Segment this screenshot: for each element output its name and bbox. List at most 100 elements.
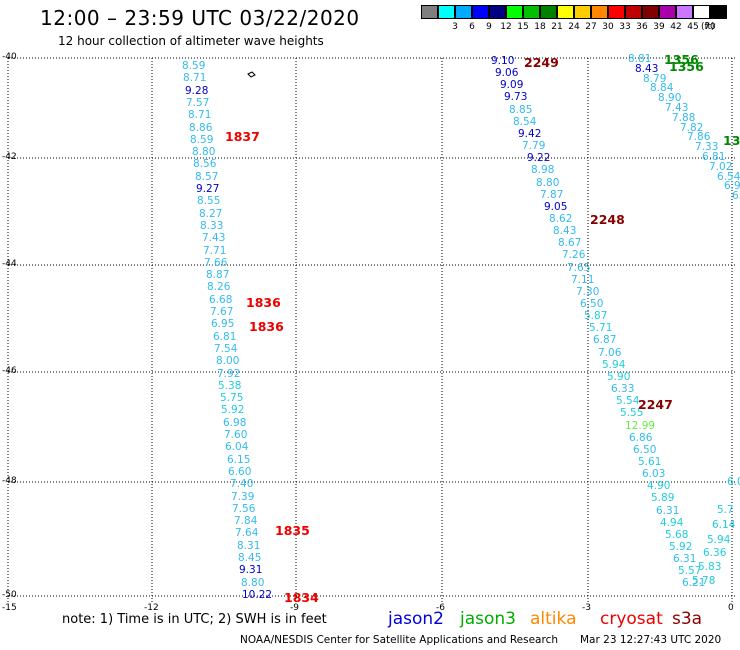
track-d-swh-value: 5.7 — [717, 504, 734, 516]
track-a-swh-value: 7.84 — [234, 515, 258, 527]
track-a-swh-value: 9.27 — [196, 183, 220, 195]
colorbar-tick-label: 30 — [602, 22, 614, 32]
track-c-swh-value: 7.88 — [672, 112, 696, 124]
track-b-swh-value: 6.50 — [580, 298, 604, 310]
track-b-swh-value: 5.89 — [651, 492, 675, 504]
lon-label: -12 — [144, 603, 159, 613]
track-b-swh-value: 6.50 — [633, 444, 657, 456]
track-c-swh-value: 7.82 — [680, 122, 704, 134]
track-b-swh-value: 8.62 — [549, 213, 573, 225]
track-a-time-label: 1834 — [284, 590, 319, 605]
track-a-swh-value: 8.26 — [207, 281, 231, 293]
legend-jason3: jason3 — [460, 609, 516, 629]
track-a-swh-value: 6.81 — [213, 331, 237, 343]
track-b-swh-value: 6.21 — [682, 577, 706, 589]
lat-label: -40 — [2, 52, 17, 62]
track-a-swh-value: 7.71 — [203, 245, 227, 257]
track-b-swh-value: 12.99 — [625, 420, 656, 432]
colorbar-tick-label: 27 — [585, 22, 597, 32]
track-a-swh-value: 8.59 — [190, 134, 214, 146]
colorbar-tick-label: 39 — [653, 22, 665, 32]
track-b-swh-value: 4.94 — [660, 517, 684, 529]
track-c-swh-value: 6.81 — [702, 151, 726, 163]
lat-label: -46 — [2, 366, 17, 376]
colorbar-swatch — [625, 5, 642, 19]
colorbar-units: (ft) — [701, 22, 715, 32]
track-a-swh-value: 7.66 — [204, 257, 228, 269]
track-a-swh-value: 9.31 — [239, 564, 263, 576]
track-a-swh-value: 8.33 — [200, 220, 224, 232]
footer-note: note: 1) Time is in UTC; 2) SWH is in fe… — [62, 612, 327, 627]
track-a-swh-value: 7.56 — [232, 503, 256, 515]
timestamp: Mar 23 12:27:43 UTC 2020 — [580, 634, 722, 646]
track-a-swh-value: 5.75 — [220, 392, 244, 404]
colorbar-tick-label: 70 — [704, 22, 716, 32]
colorbar-swatch — [523, 5, 540, 19]
lon-label: -3 — [582, 603, 591, 613]
track-a-swh-value: 6.68 — [209, 294, 233, 306]
map-title: 12:00 – 23:59 UTC 03/22/2020 — [40, 6, 360, 30]
track-b-swh-value: 4.90 — [647, 480, 671, 492]
track-b-swh-value: 7.65 — [567, 262, 591, 274]
colorbar-tick-label: 21 — [551, 22, 563, 32]
track-b-swh-value: 7.11 — [571, 274, 595, 286]
track-a-swh-value: 7.40 — [230, 478, 254, 490]
track-c-swh-value: 7.02 — [709, 161, 733, 173]
lat-label: -44 — [2, 259, 17, 269]
track-a-swh-value: 7.60 — [224, 429, 248, 441]
track-a-swh-value: 7.92 — [217, 368, 241, 380]
lat-label: -50 — [2, 590, 17, 600]
colorbar-swatch — [659, 5, 676, 19]
track-c-swh-value: 6.54 — [717, 171, 740, 183]
track-d-swh-value: 6.14 — [712, 519, 736, 531]
track-b-swh-value: 5.57 — [678, 565, 702, 577]
track-c-swh-value: 7.33 — [695, 141, 719, 153]
colorbar-swatch — [421, 5, 438, 19]
track-a-swh-value: 8.27 — [199, 208, 223, 220]
track-a-swh-value: 7.43 — [202, 232, 226, 244]
track-c-swh-value: 8.43 — [635, 63, 659, 75]
track-c-swh-value: 7.86 — [687, 131, 711, 143]
track-b-swh-value: 8.43 — [553, 225, 577, 237]
track-a-time-label: 1835 — [275, 523, 310, 538]
lat-label: -48 — [2, 476, 17, 486]
track-b-swh-value: 5.54 — [616, 395, 640, 407]
legend-jason2: jason2 — [388, 609, 444, 629]
track-a-swh-value: 7.57 — [186, 97, 210, 109]
track-b-swh-value: 9.05 — [544, 201, 568, 213]
track-a-swh-value: 6.15 — [227, 454, 251, 466]
track-b-swh-value: 9.42 — [518, 128, 542, 140]
track-a-swh-value: 9.28 — [185, 85, 209, 97]
track-b-swh-value: 8.54 — [513, 116, 537, 128]
track-a-swh-value: 6.95 — [211, 318, 235, 330]
track-b-time-label: 2247 — [638, 397, 673, 412]
colorbar-swatch — [693, 5, 710, 19]
track-d-swh-value: 5.94 — [707, 534, 731, 546]
track-b-swh-value: 5.92 — [669, 541, 693, 553]
colorbar-tick-label: 42 — [670, 22, 682, 32]
lon-label: -9 — [290, 603, 299, 613]
track-a-swh-value: 7.64 — [235, 527, 259, 539]
legend-altika: altika — [530, 609, 577, 629]
track-b-swh-value: 6.87 — [593, 334, 617, 346]
track-c-swh-value: 7.43 — [665, 102, 689, 114]
track-c-time-label: 1356 — [664, 52, 699, 67]
track-b-swh-value: 6.03 — [642, 468, 666, 480]
track-b-time-label: 2248 — [590, 212, 625, 227]
track-c-swh-value: 8.79 — [643, 73, 667, 85]
track-a-swh-value: 8.00 — [216, 355, 240, 367]
track-b-swh-value: 8.98 — [531, 164, 555, 176]
track-b-time-label: 2249 — [524, 55, 559, 70]
track-b-swh-value: 5.71 — [589, 322, 613, 334]
track-d-swh-value: 6.0 — [727, 476, 740, 488]
track-b-swh-value: 7.87 — [540, 189, 564, 201]
colorbar-swatch — [506, 5, 523, 19]
track-a-swh-value: 6.60 — [228, 466, 252, 478]
track-c-swh-value: 6.93 — [724, 180, 740, 192]
track-b-swh-value: 7.26 — [562, 249, 586, 261]
track-b-swh-value: 6.33 — [611, 383, 635, 395]
track-a-swh-value: 8.55 — [197, 195, 221, 207]
track-a-time-label: 1836 — [249, 319, 284, 334]
track-b-swh-value: 5.94 — [602, 359, 626, 371]
